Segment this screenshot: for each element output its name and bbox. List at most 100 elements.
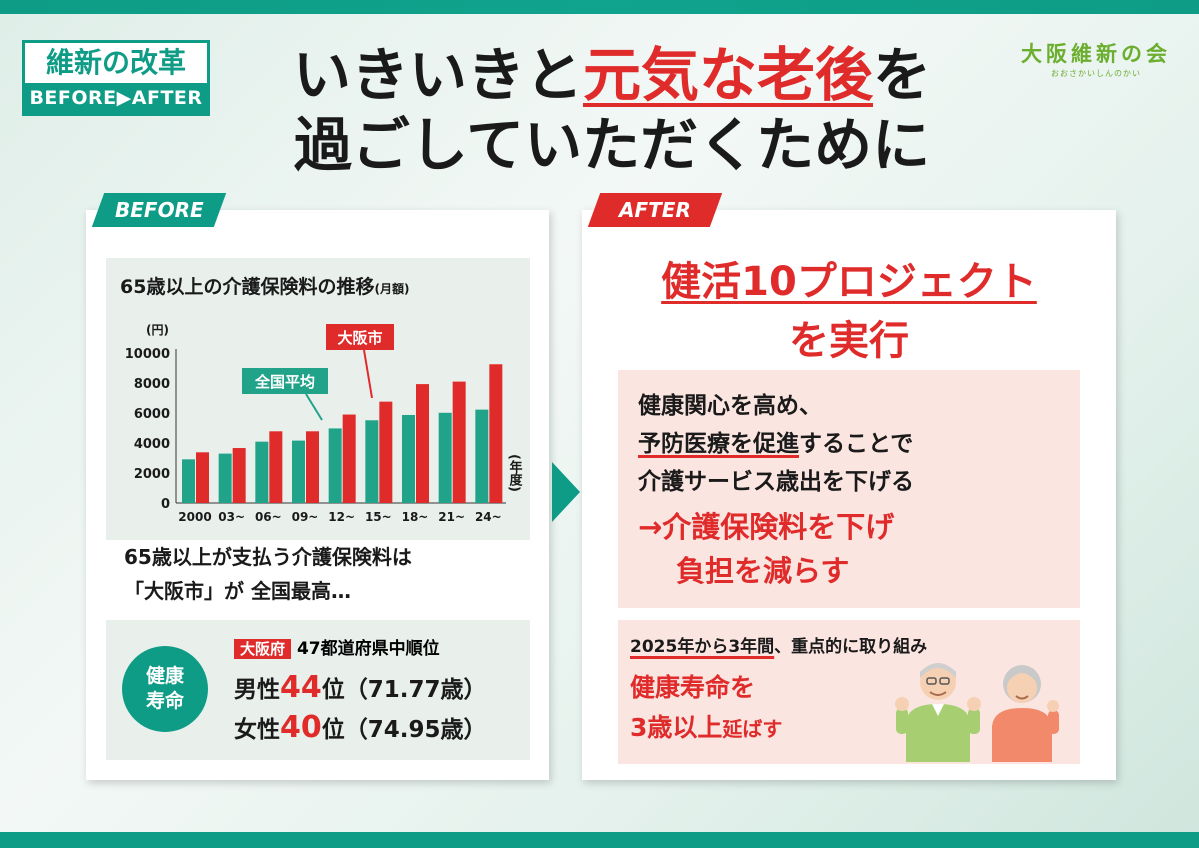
female-rank-row: 女性40位（74.95歳） bbox=[234, 710, 487, 745]
goal-line1-rest: 、重点的に取り組み bbox=[774, 637, 928, 657]
x-tick-label: 03~ bbox=[218, 510, 245, 524]
healthy-life-box: 健康 寿命 大阪府 47都道府県中順位 男性44位（71.77歳） 女性40位（… bbox=[106, 620, 530, 760]
female-label: 女性 bbox=[234, 717, 280, 743]
callout-osaka-box bbox=[326, 324, 394, 350]
bar-osaka bbox=[196, 452, 209, 503]
rank-header-text: 47都道府県中順位 bbox=[296, 639, 440, 659]
osaka-badge: 大阪府 bbox=[234, 639, 292, 659]
x-tick-label: 2000 bbox=[178, 510, 211, 524]
bar-national bbox=[255, 441, 269, 503]
goal-years: 3歳以上 bbox=[630, 713, 723, 742]
policy-line3: 介護サービス歳出を下げる bbox=[638, 469, 914, 495]
healthy-life-circle: 健康 寿命 bbox=[122, 646, 208, 732]
policy-line1: 健康関心を高め、 bbox=[638, 393, 822, 419]
y-tick-label: 4000 bbox=[134, 437, 170, 452]
y-tick-label: 10000 bbox=[125, 347, 170, 362]
bar-osaka bbox=[416, 384, 429, 503]
male-label: 男性 bbox=[234, 677, 280, 703]
female-rank: 40 bbox=[280, 710, 322, 745]
bar-national bbox=[218, 453, 232, 503]
before-tag: BEFORE bbox=[91, 193, 227, 227]
goal-line1: 2025年から3年間、重点的に取り組み bbox=[630, 632, 927, 657]
bar-osaka bbox=[379, 401, 393, 503]
before-description: 65歳以上が支払う介護保険料は 「大阪市」が 全国最高… bbox=[124, 540, 412, 608]
bar-national bbox=[402, 414, 415, 503]
circle-line2: 寿命 bbox=[145, 690, 184, 712]
project-title-line2: を実行 bbox=[789, 318, 909, 364]
chart-title-sub: (月額) bbox=[374, 282, 410, 296]
bar-osaka bbox=[452, 381, 466, 503]
x-axis-unit: (年度) bbox=[507, 454, 523, 492]
arrow-right-icon bbox=[552, 462, 580, 522]
male-rank: 44 bbox=[280, 670, 322, 705]
elderly-couple-illustration bbox=[895, 663, 1059, 762]
bottom-accent-bar bbox=[0, 832, 1199, 848]
logo-title: 維新の改革 bbox=[45, 46, 186, 79]
x-tick-label: 06~ bbox=[255, 510, 282, 524]
x-tick-label: 15~ bbox=[365, 510, 392, 524]
male-suffix: 位（71.77歳） bbox=[321, 677, 487, 703]
callout-national-label: 全国平均 bbox=[254, 373, 315, 391]
headline: いきいきと元気な老後を 過ごしていただくために bbox=[262, 40, 962, 180]
project-title-line1: 健活10プロジェクト bbox=[661, 259, 1037, 305]
y-tick-label: 6000 bbox=[134, 407, 170, 422]
callout-osaka-label: 大阪市 bbox=[337, 329, 382, 347]
bar-osaka bbox=[489, 364, 503, 503]
bar-national bbox=[182, 459, 195, 503]
bar-osaka bbox=[306, 431, 319, 503]
bar-osaka bbox=[342, 414, 356, 503]
bar-national bbox=[365, 420, 379, 503]
goal-line3: 3歳以上延ばす bbox=[630, 708, 782, 744]
headline-pre: いきいきと bbox=[292, 41, 583, 109]
policy-line2-rest: することで bbox=[799, 431, 914, 457]
x-tick-label: 12~ bbox=[328, 510, 355, 524]
policy-line2-underlined: 予防医療を促進 bbox=[638, 431, 799, 457]
before-text-line2: 「大阪市」が 全国最高… bbox=[124, 579, 351, 603]
before-tag-label: BEFORE bbox=[114, 198, 204, 222]
male-rank-row: 男性44位（71.77歳） bbox=[234, 670, 487, 705]
headline-line2: 過ごしていただくために bbox=[293, 111, 931, 179]
project-title: 健活10プロジェクト bbox=[582, 254, 1116, 310]
bar-chart: (円) 0 2000 4000 6000 8000 10000 2000 03~ 06~ 09~ 12… bbox=[125, 323, 523, 524]
top-accent-bar bbox=[0, 0, 1199, 14]
bar-national bbox=[475, 409, 489, 503]
goal-line2: 健康寿命を bbox=[630, 673, 756, 702]
headline-line1: いきいきと元気な老後を bbox=[262, 40, 962, 110]
reform-logo: 維新の改革 BEFORE▶AFTER bbox=[22, 40, 210, 116]
bar-national bbox=[328, 428, 342, 503]
callout-national-box bbox=[242, 368, 328, 394]
y-tick-label: 8000 bbox=[134, 377, 170, 392]
y-axis-unit: (円) bbox=[146, 323, 169, 337]
headline-post: を bbox=[873, 41, 932, 109]
after-tag: AFTER bbox=[587, 193, 723, 227]
bar-osaka bbox=[269, 431, 283, 503]
y-tick-label: 0 bbox=[161, 497, 170, 512]
female-suffix: 位（74.95歳） bbox=[321, 717, 487, 743]
chart-title: 65歳以上の介護保険料の推移(月額) bbox=[120, 272, 409, 299]
x-tick-label: 21~ bbox=[438, 510, 465, 524]
before-panel: 65歳以上の介護保険料の推移(月額) (円) 0 2000 4000 6000 8000 1… bbox=[86, 210, 549, 780]
after-panel: 健活10プロジェクト を実行 健康関心を高め、 予防医療を促進することで 介護サ… bbox=[582, 210, 1116, 780]
before-text-line1: 65歳以上が支払う介護保険料は bbox=[124, 545, 412, 569]
chart-area: 65歳以上の介護保険料の推移(月額) (円) 0 2000 4000 6000 8000 1… bbox=[106, 258, 530, 540]
x-tick-label: 24~ bbox=[475, 510, 502, 524]
bar-national bbox=[292, 440, 305, 503]
logo-subtitle: BEFORE▶AFTER bbox=[25, 83, 207, 113]
party-name: 大阪維新の会 bbox=[1021, 42, 1171, 66]
bar-national bbox=[438, 412, 452, 503]
policy-result1: →介護保険料を下げ bbox=[638, 510, 895, 544]
y-tick-label: 2000 bbox=[134, 467, 170, 482]
policy-box: 健康関心を高め、 予防医療を促進することで 介護サービス歳出を下げる →介護保険… bbox=[618, 370, 1080, 608]
party-logo: 大阪維新の会 おおさかいしんのかい bbox=[1021, 38, 1171, 79]
rank-header: 大阪府 47都道府県中順位 bbox=[234, 634, 440, 659]
x-tick-label: 18~ bbox=[402, 510, 429, 524]
policy-line2: 予防医療を促進することで bbox=[638, 424, 913, 458]
bar-osaka bbox=[232, 448, 246, 503]
goal-extend: 延ばす bbox=[722, 717, 783, 741]
policy-result2: 負担を減らす bbox=[676, 554, 850, 588]
after-tag-label: AFTER bbox=[619, 198, 691, 222]
chart-title-main: 65歳以上の介護保険料の推移 bbox=[120, 276, 375, 298]
callout-osaka-pointer bbox=[363, 349, 373, 399]
circle-line1: 健康 bbox=[145, 665, 184, 687]
headline-emphasis: 元気な老後 bbox=[582, 41, 873, 109]
